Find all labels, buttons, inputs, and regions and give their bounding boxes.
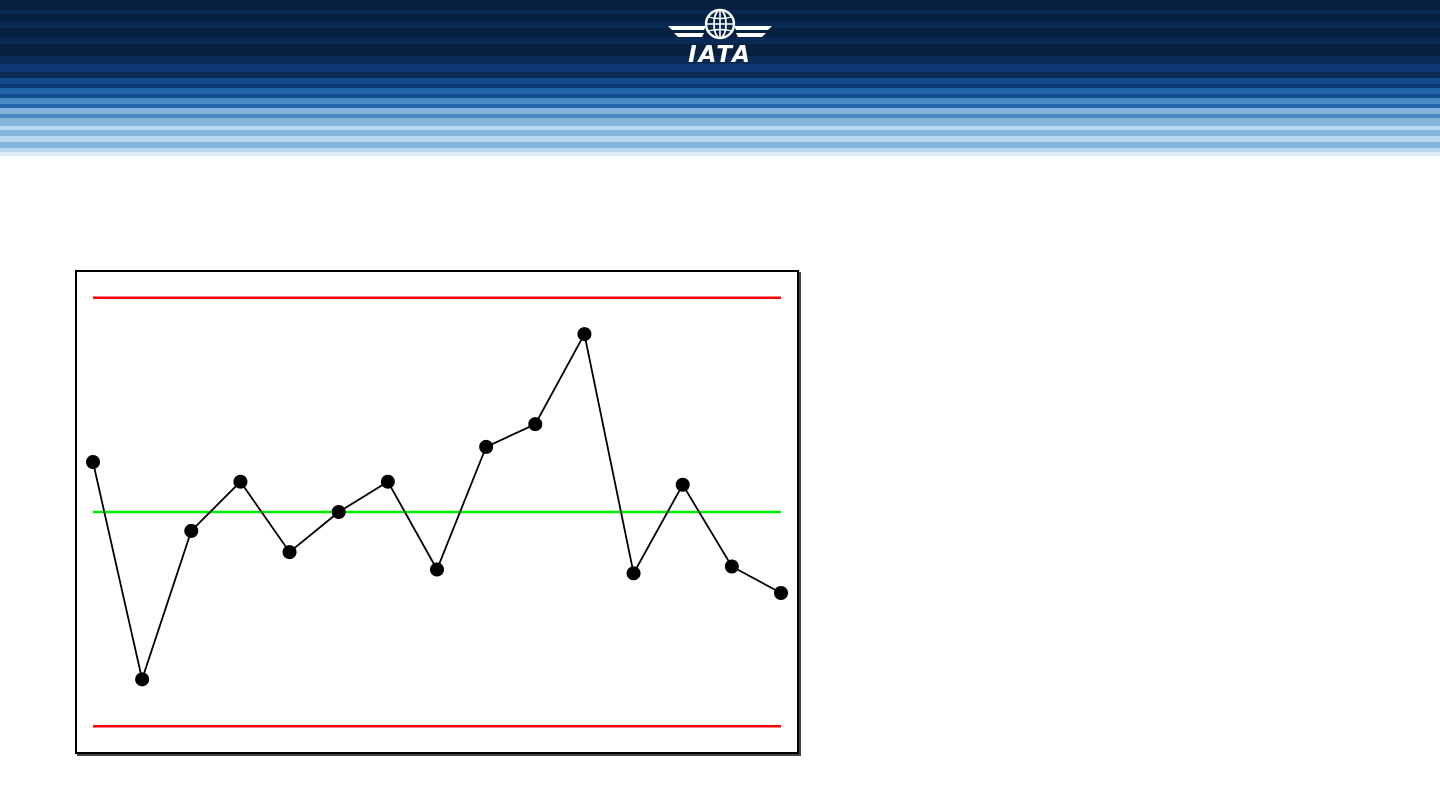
data-point [626,566,641,581]
header-stripe [0,126,1440,130]
data-point [86,455,100,470]
header-stripe [0,64,1440,72]
globe-wings-icon [668,8,772,40]
header-stripe [0,130,1440,136]
data-point [724,559,739,574]
data-point [430,562,444,577]
header-stripe [0,72,1440,78]
header-stripe [0,108,1440,114]
data-point [135,672,150,687]
data-point [577,327,592,342]
header-stripe [0,78,1440,84]
series-line [92,331,782,683]
control-chart-plot [86,296,788,728]
control-chart [75,270,799,754]
data-point [528,417,543,432]
header-stripe [0,88,1440,94]
data-point [233,474,248,489]
data-point [380,474,395,489]
header-stripe [0,136,1440,142]
header-stripe [0,98,1440,104]
data-point [774,586,788,601]
header-stripe [0,94,1440,98]
header-stripe [0,104,1440,108]
data-point [184,523,199,538]
header-stripe [0,38,1440,44]
data-point [675,477,690,492]
header-stripe [0,0,1440,10]
data-point [479,439,494,454]
header-stripe [0,44,1440,56]
header-stripe [0,156,1440,160]
header-stripe [0,56,1440,64]
header-stripe [0,148,1440,152]
data-point [282,545,297,560]
header-stripe [0,142,1440,148]
header-stripe [0,114,1440,118]
data-point [331,505,346,519]
header-stripe [0,152,1440,156]
iata-logo: IATA [660,6,780,70]
header-stripe [0,84,1440,88]
header-stripe [0,118,1440,126]
logo-text: IATA [688,42,752,68]
